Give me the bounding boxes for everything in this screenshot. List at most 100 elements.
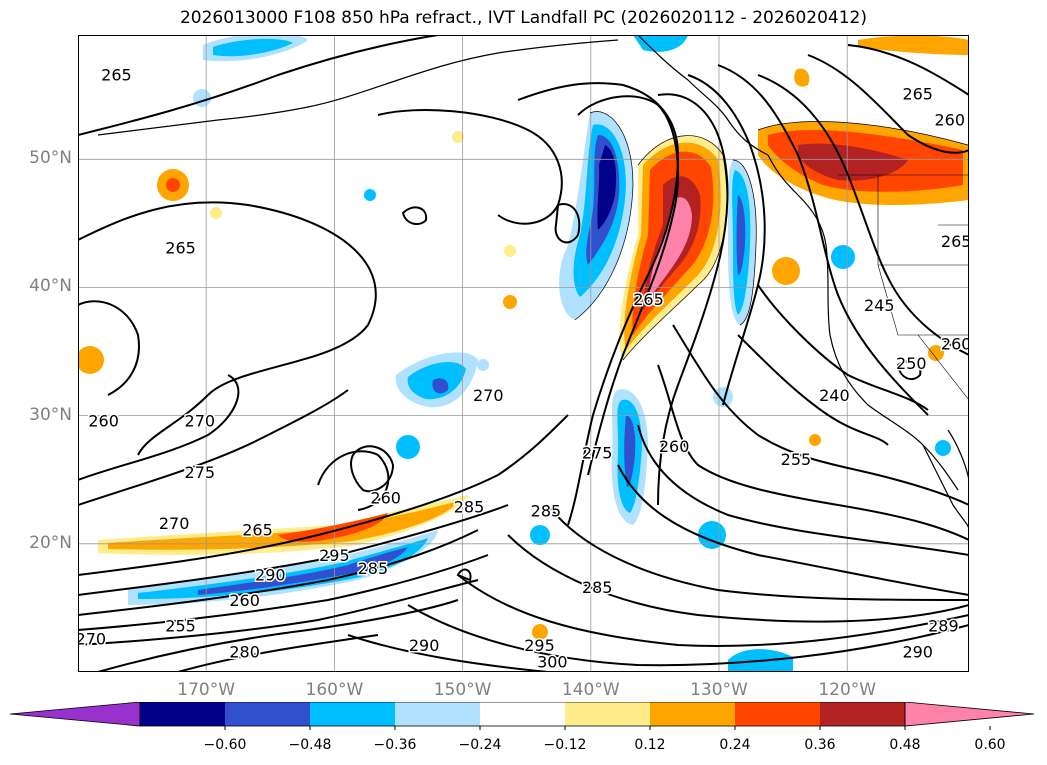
contour-line [737, 334, 889, 446]
shade-bdot-2 [364, 189, 376, 201]
contour-line [687, 74, 766, 406]
contour-label: 270 [159, 514, 190, 533]
contour-line [347, 634, 549, 672]
contour-label: 260 [934, 110, 965, 129]
map-panel: 265 265 265 260 265 245 260 250 240 265 270 275 285 2… [78, 35, 969, 672]
contour-line [547, 504, 969, 601]
shade-bdot-7 [530, 525, 550, 545]
map-title: 2026013000 F108 850 hPa refract., IVT La… [179, 8, 867, 28]
colorbar-tick-label: −0.24 [458, 737, 502, 753]
contour-line [757, 74, 969, 356]
contour-line [554, 203, 581, 244]
contour-label: 270 [473, 386, 504, 405]
contour-label: 260 [941, 335, 969, 354]
colorbar-tick-label: 0.36 [804, 737, 836, 753]
contour-line [97, 599, 459, 672]
colorbar-segment [820, 702, 905, 726]
contour-label: 289 [928, 617, 959, 636]
contour-label: 270 [185, 412, 216, 431]
contour-line [807, 54, 969, 154]
shade-dot-1b [166, 178, 180, 192]
contour-line [657, 93, 729, 506]
contour-line [78, 300, 140, 396]
state-border [877, 264, 969, 336]
contour-line [672, 324, 969, 506]
colorbar-tick-label: 0.12 [634, 737, 666, 753]
map-frame [78, 35, 969, 672]
colorbar-segment [565, 702, 650, 726]
coastline-layer [97, 35, 969, 531]
contour-line [317, 450, 390, 511]
contour-label: 255 [165, 617, 196, 636]
shade-top-left-blue-2 [213, 38, 293, 57]
contour-label: 265 [941, 232, 969, 251]
contour-line [78, 579, 479, 646]
colorbar-tick-label: 0.24 [719, 737, 751, 753]
shade-dot-3 [210, 207, 222, 219]
colorbar-segment [310, 702, 395, 726]
colorbar-segment [140, 702, 225, 726]
contour-line [456, 568, 472, 582]
colorbar-tick-label: −0.60 [203, 737, 247, 753]
shade-mid-blue-3 [432, 378, 449, 394]
latitude-label: 40°N [29, 276, 72, 297]
contour-label: 285 [531, 501, 562, 520]
state-border [917, 334, 969, 401]
contour-label: 275 [185, 463, 216, 482]
shade-dot-8 [532, 624, 548, 640]
contour-label: 255 [781, 450, 812, 469]
colorbar-segment [225, 702, 310, 726]
contour-label: 265 [902, 85, 933, 104]
contour-label: 260 [370, 488, 401, 507]
shade-bdot-4 [831, 245, 855, 269]
shade-dot-9 [772, 257, 800, 285]
colorbar-tick-label: −0.12 [543, 737, 587, 753]
contour-label: 290 [902, 642, 933, 661]
shade-top-right-2 [794, 68, 810, 87]
contour-label: 265 [101, 66, 132, 85]
shade-top-center-blue [633, 35, 688, 52]
contour-label: 290 [409, 636, 440, 655]
shade-sub-orange-3 [278, 513, 388, 542]
contour-label: 270 [78, 629, 106, 648]
longitude-label: 120°W [818, 680, 877, 700]
coastline-alaska-panhandle [637, 35, 769, 156]
shading-layer [78, 35, 969, 672]
shade-bdot-9 [935, 440, 951, 456]
shade-dot-2 [78, 346, 104, 374]
contour-line [717, 64, 929, 416]
colorbar-segment [395, 702, 480, 726]
colorbar-segment [650, 702, 735, 726]
contour-label: 280 [229, 642, 260, 661]
map-canvas: 2652652652602652452602502402652702752852… [78, 35, 969, 672]
latitude-label: 30°N [29, 404, 72, 425]
shade-blue-trough-4 [597, 145, 617, 230]
shade-dot-6 [503, 295, 517, 309]
contour-line [78, 414, 569, 576]
contour-label: 245 [864, 296, 895, 315]
contour-label: 240 [819, 386, 850, 405]
colorbar-segment [735, 702, 820, 726]
latitude-label: 50°N [29, 148, 72, 169]
colorbar-extend-low [10, 702, 141, 727]
colorbar-segment [480, 702, 565, 726]
contour-label: 265 [633, 290, 664, 309]
longitude-label: 130°W [690, 680, 748, 700]
contour-line [401, 206, 428, 226]
colorbar-tick-label: 0.48 [889, 737, 921, 753]
longitude-label: 150°W [433, 680, 492, 700]
longitude-label: 160°W [305, 680, 364, 700]
contour-label: 265 [242, 521, 273, 540]
graticule [78, 35, 969, 672]
contour-label: 300 [537, 653, 568, 672]
colorbar [10, 702, 1035, 730]
shade-dot-7 [809, 434, 821, 446]
coastline-alaska [97, 39, 619, 136]
contour-label: 250 [896, 354, 927, 373]
contour-line [757, 284, 929, 411]
shade-sub-orange-2 [108, 501, 458, 550]
longitude-label: 170°W [177, 680, 236, 700]
longitude-label: 140°W [561, 680, 620, 700]
contour-line [78, 201, 377, 456]
contour-line [78, 374, 240, 481]
